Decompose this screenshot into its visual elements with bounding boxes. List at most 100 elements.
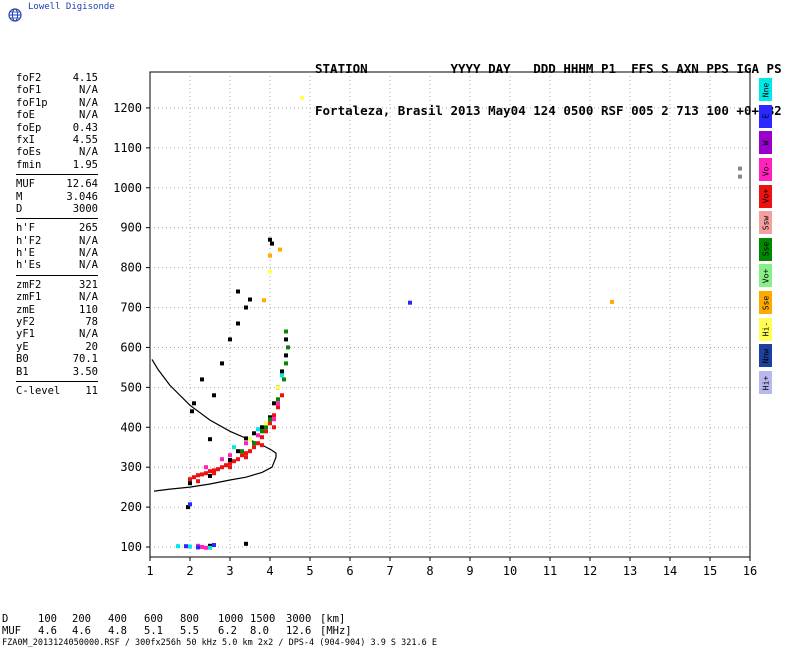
legend-item: Vo+: [759, 264, 772, 288]
echo-point: [208, 474, 212, 478]
y-tick-label: 400: [120, 420, 142, 434]
param-divider: [16, 218, 98, 220]
row-value: 1500: [250, 613, 276, 625]
echo-point: [278, 247, 282, 252]
row-value: 400: [108, 613, 127, 625]
param-value: N/A: [79, 328, 98, 341]
param-value: N/A: [79, 234, 98, 247]
echo-point: [236, 289, 240, 294]
row-value: 800: [180, 613, 199, 625]
param-row: yF2 78: [16, 316, 98, 328]
x-tick-label: 3: [226, 564, 233, 578]
legend-label: Vo-: [761, 162, 770, 177]
direction-legend: Nne E W Vo- Vo+ Ssw Sse Vo+ Sse Hi- Nnw Hi+: [759, 78, 772, 398]
param-value: N/A: [79, 109, 98, 122]
x-tick-label: 16: [743, 564, 757, 578]
echo-point: [244, 455, 248, 460]
param-row: foE N/A: [16, 109, 98, 121]
param-row: yE 20: [16, 341, 98, 353]
echo-point: [244, 541, 248, 546]
legend-item: Sse: [759, 237, 772, 261]
legend-item: E: [759, 104, 772, 128]
echo-point: [260, 443, 264, 448]
parameter-panel: foF2 4.15 foF1 N/A foF1p N/A foE N/A foEp 0.43 fxI…: [16, 72, 98, 397]
y-tick-label: 600: [120, 340, 142, 354]
echo-point: [268, 417, 272, 422]
echo-point: [260, 425, 264, 430]
echo-point: [228, 337, 232, 342]
param-value: 110: [79, 303, 98, 316]
param-value: 4.15: [72, 72, 98, 84]
echo-point: [272, 413, 276, 418]
echo-point: [276, 405, 280, 410]
echo-point: [208, 437, 212, 442]
echo-point: [280, 373, 284, 378]
row-value: 5.5: [180, 625, 199, 637]
echo-point: [196, 479, 200, 484]
legend-label: Sse: [761, 242, 770, 257]
echo-point: [220, 465, 224, 470]
echo-point: [610, 299, 614, 304]
param-row: foF1p N/A: [16, 97, 98, 109]
x-tick-label: 9: [466, 564, 473, 578]
echo-point: [204, 471, 208, 476]
legend-item: Hi+: [759, 371, 772, 395]
legend-label: Nnw: [761, 348, 770, 364]
param-row: zmE 110: [16, 304, 98, 316]
legend-label: E: [761, 113, 770, 119]
x-tick-label: 13: [623, 564, 637, 578]
echo-point: [188, 477, 192, 482]
param-row: h'Es N/A: [16, 259, 98, 271]
echo-point: [236, 449, 240, 454]
echo-point: [212, 468, 216, 473]
param-name: B0: [16, 353, 29, 366]
y-tick-label: 700: [120, 301, 142, 315]
echo-point: [280, 393, 284, 398]
param-name: foEp: [16, 121, 42, 134]
param-row: h'E N/A: [16, 247, 98, 259]
row-label: MUF: [2, 625, 21, 637]
echo-point: [220, 361, 224, 366]
echo-point: [264, 429, 268, 434]
echo-point: [208, 469, 212, 474]
legend-label: W: [761, 140, 770, 146]
echo-point: [196, 545, 200, 550]
row-label: D: [2, 613, 9, 625]
echo-point: [186, 505, 190, 510]
echo-point: [212, 471, 216, 476]
row-value: 100: [38, 613, 57, 625]
param-value: N/A: [79, 84, 98, 97]
legend-label: Sse: [761, 295, 770, 310]
echo-point: [232, 445, 236, 450]
echo-point: [224, 463, 228, 468]
legend-label: Vo+: [761, 268, 770, 284]
y-tick-label: 800: [120, 261, 142, 275]
x-tick-label: 10: [503, 564, 517, 578]
param-name: M: [16, 190, 23, 203]
x-tick-label: 2: [186, 564, 193, 578]
y-tick-label: 1100: [113, 141, 142, 155]
param-row: foEs N/A: [16, 146, 98, 158]
param-row: h'F2 N/A: [16, 235, 98, 247]
echo-point: [256, 427, 260, 432]
param-row: B0 70.1: [16, 353, 98, 365]
echo-point: [270, 241, 274, 246]
param-name: foE: [16, 109, 35, 122]
echo-point: [188, 481, 192, 486]
param-row: foEp 0.43: [16, 122, 98, 134]
x-tick-label: 11: [543, 564, 557, 578]
echo-point: [188, 544, 192, 549]
param-name: foF1p: [16, 96, 48, 109]
row-value: 200: [72, 613, 91, 625]
echo-point: [738, 174, 742, 179]
legend-item: Hi-: [759, 317, 772, 341]
echo-point: [276, 385, 280, 390]
y-tick-label: 200: [120, 500, 142, 514]
profile-curve: [151, 359, 277, 492]
row-value: 4.6: [72, 625, 91, 637]
param-row: M 3.046: [16, 191, 98, 203]
echo-point: [284, 337, 288, 342]
y-tick-label: 1200: [113, 101, 142, 115]
echo-point: [212, 393, 216, 398]
